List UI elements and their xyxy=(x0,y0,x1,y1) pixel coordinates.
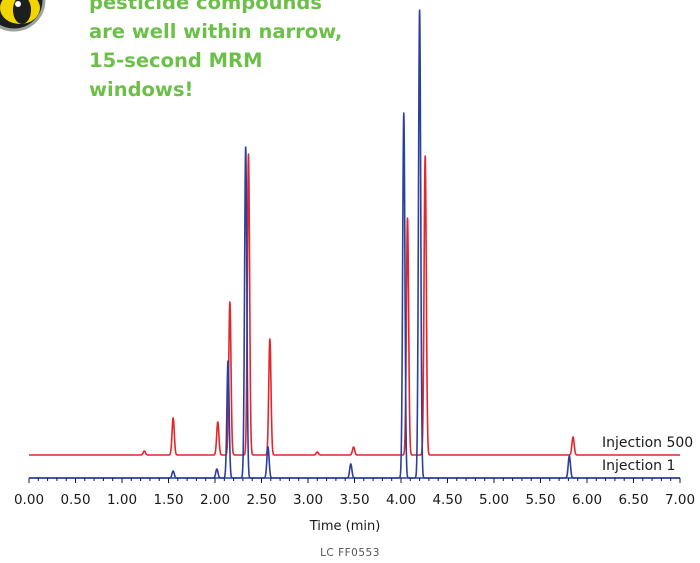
x-axis-title: Time (min) xyxy=(309,519,381,534)
x-tick-label: 1.00 xyxy=(107,492,137,508)
x-tick-label: 2.50 xyxy=(246,492,276,508)
x-tick-label: 6.50 xyxy=(618,492,648,508)
x-tick-label: 0.50 xyxy=(60,492,90,508)
callout-line: pesticide compounds xyxy=(89,0,322,14)
x-axis xyxy=(28,477,681,483)
series-line-injection-500 xyxy=(28,153,681,456)
callout-line: windows! xyxy=(89,78,194,101)
x-tick-label: 5.00 xyxy=(479,492,509,508)
series-label-injection-500: Injection 500 xyxy=(602,435,693,451)
figure-code: LC FF0553 xyxy=(320,547,380,559)
x-tick-label: 4.00 xyxy=(386,492,416,508)
x-tick-label: 3.00 xyxy=(293,492,323,508)
x-tick-label: 6.00 xyxy=(572,492,602,508)
x-tick-label: 0.00 xyxy=(14,492,44,508)
eye-logo-icon xyxy=(0,0,46,32)
callout-text: pesticide compounds are well within narr… xyxy=(89,0,389,104)
plot-area xyxy=(28,9,681,479)
x-tick-label: 3.50 xyxy=(339,492,369,508)
x-tick-label: 5.50 xyxy=(525,492,555,508)
callout-line: are well within narrow, xyxy=(89,20,343,43)
series-label-injection-1: Injection 1 xyxy=(602,458,675,474)
x-tick-label: 4.50 xyxy=(432,492,462,508)
x-tick-label: 1.50 xyxy=(153,492,183,508)
series-line-injection-1 xyxy=(28,9,681,479)
x-tick-label: 2.00 xyxy=(200,492,230,508)
callout-line: 15-second MRM xyxy=(89,49,263,72)
x-tick-label: 7.00 xyxy=(665,492,695,508)
chart-labels: 0.00 0.50 1.00 1.50 2.00 2.50 3.00 3.50 4.00 4.50… xyxy=(14,435,695,559)
